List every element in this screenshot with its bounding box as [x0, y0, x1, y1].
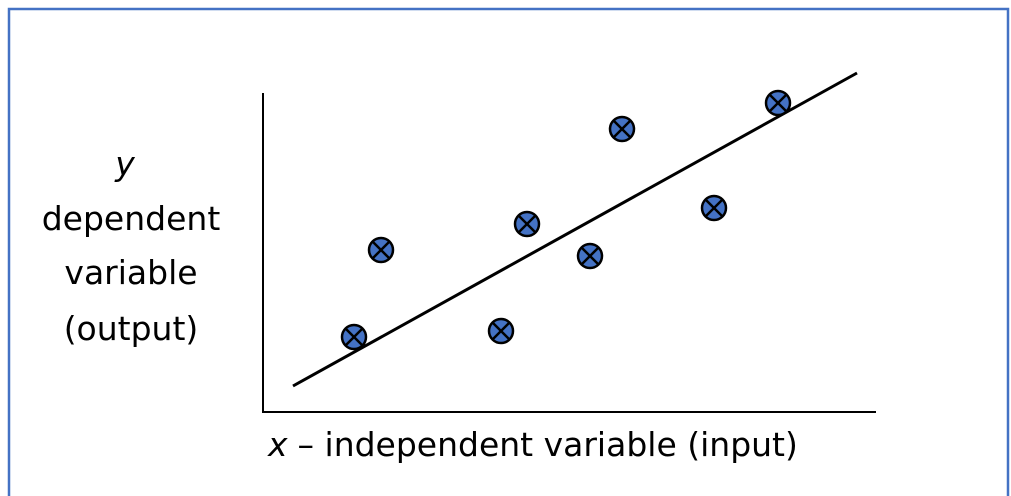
x-axis-title: x – independent variable (input): [267, 425, 798, 464]
data-point: [764, 89, 792, 117]
frame: [7, 7, 1010, 496]
x-axis-label: – independent variable (input): [298, 425, 798, 464]
data-point: [608, 115, 636, 143]
y-axis-symbol: y: [114, 144, 135, 183]
data-point: [487, 317, 515, 345]
y-axis-label: dependent: [42, 199, 221, 238]
data-point: [367, 236, 395, 264]
x-axis-symbol: x: [267, 425, 288, 464]
data-point: [700, 194, 728, 222]
y-axis-label: (output): [64, 309, 199, 348]
data-point: [340, 323, 368, 351]
y-axis-label: variable: [64, 253, 197, 292]
regression-line: [292, 71, 858, 388]
data-point: [513, 210, 541, 238]
data-point: [576, 242, 604, 270]
